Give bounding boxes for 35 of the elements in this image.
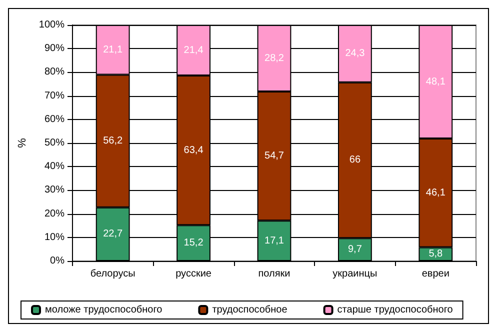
data-label: 17,1	[264, 235, 284, 246]
data-label: 48,1	[426, 76, 446, 88]
x-tick-label: украинцы	[332, 268, 378, 280]
y-tick-label: 100%	[38, 20, 65, 30]
y-tick-label: 90%	[44, 43, 65, 54]
x-tick-label: белорусы	[90, 268, 136, 280]
data-label: 24,3	[345, 48, 366, 60]
data-label: 21,4	[184, 44, 204, 56]
y-tick-label: 20%	[44, 208, 65, 220]
data-label: 28,2	[264, 52, 284, 64]
data-label: 54,7	[264, 150, 284, 162]
data-label: 63,4	[184, 144, 204, 156]
y-tick-label: 30%	[44, 184, 65, 196]
data-label: 22,7	[103, 228, 123, 240]
data-label: 5,8	[428, 248, 444, 260]
x-tick-label: русские	[176, 268, 212, 280]
legend-label: моложе трудоспособного	[45, 304, 163, 316]
y-tick-label: 50%	[44, 138, 65, 148]
y-tick-label: 80%	[44, 66, 65, 78]
y-tick-label: 10%	[44, 232, 65, 243]
x-tick-label: поляки	[258, 268, 290, 280]
data-label: 66	[349, 154, 361, 166]
legend-label: трудоспособное	[212, 304, 288, 316]
legend-label: старше трудоспособного	[337, 304, 454, 316]
y-tick-label: 40%	[44, 161, 65, 172]
y-tick-label: 70%	[44, 90, 65, 102]
x-tick-label: евреи	[422, 268, 450, 280]
y-axis-title: %	[16, 138, 28, 148]
data-label: 46,1	[426, 187, 446, 198]
data-label: 9,7	[348, 244, 362, 256]
data-label: 56,2	[103, 136, 123, 147]
y-tick-label: 0%	[50, 256, 65, 266]
y-tick-label: 60%	[44, 114, 65, 125]
data-label: 15,2	[184, 238, 204, 249]
data-label: 21,1	[103, 44, 123, 56]
